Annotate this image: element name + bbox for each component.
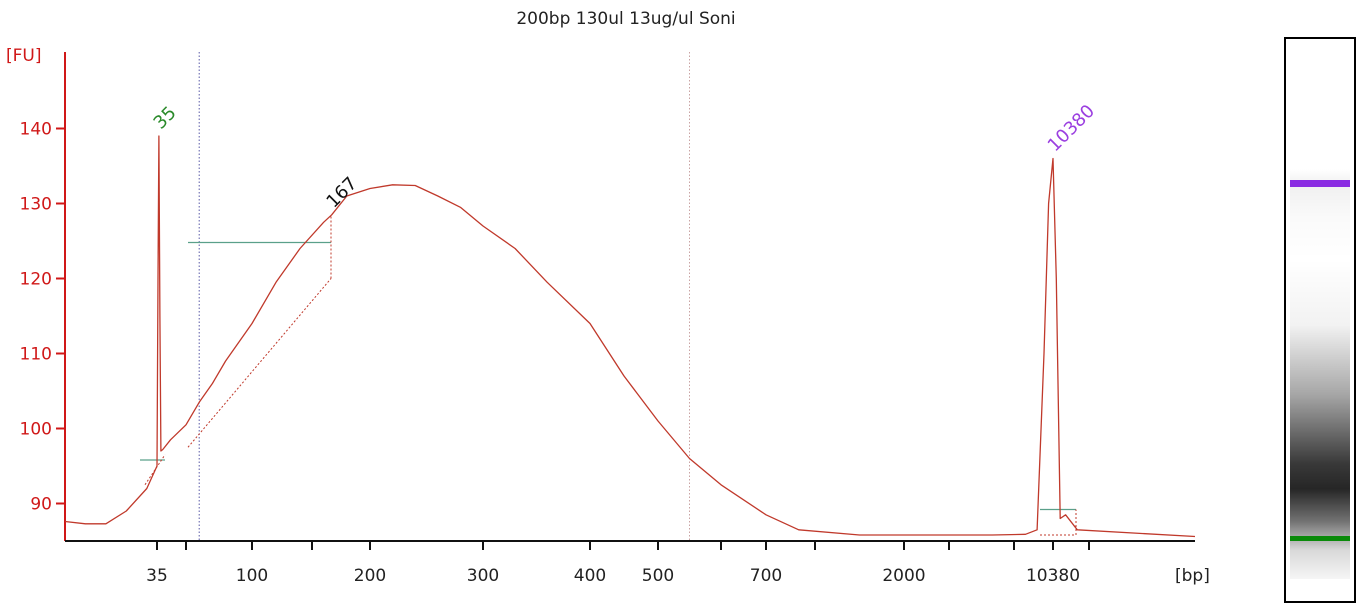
y-tick-label: 130 (20, 195, 52, 215)
axes: 90 100 110 120 130 140 35 100 200 300 400 500 700 200… (20, 52, 1195, 586)
x-tick-label: 35 (146, 566, 168, 586)
series-line (64, 135, 1196, 538)
y-tick-label: 110 (20, 345, 52, 365)
trace-group (64, 135, 1196, 538)
x-tick-label: 100 (236, 566, 268, 586)
x-tick-label: 700 (750, 566, 782, 586)
x-tick-label: 10380 (1026, 566, 1080, 586)
x-tick-label: 500 (642, 566, 674, 586)
region-markers (198, 52, 690, 541)
peak-label: 167 (322, 173, 361, 212)
gel-lower-marker-band (1290, 536, 1350, 541)
x-tick-label: 300 (467, 566, 499, 586)
x-tick-label: 400 (574, 566, 606, 586)
peak-baselines (140, 214, 1077, 536)
gel-upper-marker-band (1290, 180, 1350, 187)
x-axis-label: [bp] (1175, 566, 1210, 586)
y-tick-label: 90 (30, 495, 52, 515)
baseline-167-slope (187, 278, 332, 448)
y-tick-label: 100 (20, 420, 52, 440)
x-tick-label: 2000 (882, 566, 925, 586)
y-tick-label: 140 (20, 120, 52, 140)
peak-label: 35 (150, 102, 181, 133)
y-axis-label: [FU] (6, 46, 42, 66)
chart-title: 200bp 130ul 13ug/ul Soni (516, 9, 735, 29)
virtual-gel-lane (1284, 37, 1356, 603)
y-tick-label: 120 (20, 270, 52, 290)
peak-label: 10380 (1044, 101, 1099, 156)
gel-smear-band (1290, 169, 1350, 579)
x-tick-label: 200 (354, 566, 386, 586)
peak-labels: 35 167 10380 (150, 101, 1099, 213)
